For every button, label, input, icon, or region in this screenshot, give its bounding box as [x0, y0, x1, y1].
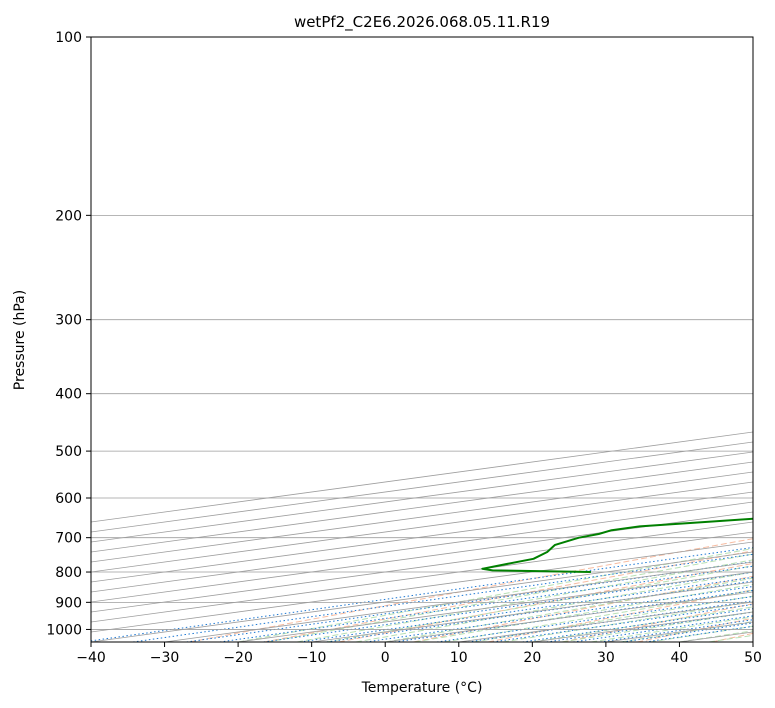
isotherm-line	[91, 531, 753, 623]
x-tick-label: 50	[744, 650, 762, 666]
x-tick-label: 40	[671, 650, 689, 666]
x-tick-label: −30	[150, 650, 180, 666]
moist-adiabat	[679, 630, 753, 642]
isotherm-line	[679, 631, 753, 642]
isotherm-line	[91, 461, 753, 553]
x-tick-label: −10	[297, 650, 327, 666]
isotherm-line	[91, 441, 753, 533]
y-tick-label: 800	[55, 565, 82, 581]
isotherm-line	[91, 521, 753, 613]
x-axis-ticks: −40 −30 −20 −10 0 10 20 30 40 50	[76, 642, 762, 666]
mixing-ratio-line	[492, 603, 753, 642]
y-tick-label: 900	[55, 595, 82, 611]
x-tick-label: 20	[523, 650, 541, 666]
dewpoint-profile-line	[481, 517, 753, 573]
dry-adiabat	[189, 538, 753, 642]
isotherm-line	[91, 551, 753, 642]
isotherm-line	[311, 581, 753, 642]
y-tick-label: 100	[55, 30, 82, 46]
isotherm-line	[91, 481, 753, 573]
moist-adiabat	[326, 565, 753, 642]
dry-adiabat	[711, 632, 753, 642]
y-tick-label: 500	[55, 444, 82, 460]
dry-adiabat	[562, 603, 753, 642]
moist-adiabat	[355, 571, 753, 642]
chart-title: wetPf2_C2E6.2026.068.05.11.R19	[294, 13, 550, 32]
y-tick-label: 700	[55, 531, 82, 547]
dry-adiabat	[637, 617, 753, 642]
y-tick-label: 1000	[46, 622, 82, 638]
moist-adiabat	[649, 625, 753, 642]
isotherm-line	[91, 501, 753, 593]
x-tick-label: 10	[450, 650, 468, 666]
isotherm-line	[91, 451, 753, 543]
isotherm-line	[752, 641, 753, 642]
plot-background-lines	[91, 538, 753, 642]
y-tick-label: 600	[55, 491, 82, 507]
y-tick-label: 400	[55, 387, 82, 403]
y-axis-ticks: 100 200 300 400 500 600 700 800 900 1000	[46, 30, 91, 638]
isotherm-line	[91, 491, 753, 583]
y-tick-label: 300	[55, 313, 82, 329]
y-axis-label: Pressure (hPa)	[12, 290, 28, 390]
isotherm-line	[458, 601, 753, 642]
moist-adiabat	[502, 601, 753, 642]
x-tick-label: −20	[223, 650, 253, 666]
grid	[91, 37, 753, 642]
series-group	[481, 517, 753, 573]
mixing-ratio-line	[91, 546, 753, 642]
mixing-ratio-line	[436, 596, 753, 642]
x-tick-label: −40	[76, 650, 106, 666]
mixing-ratio-line	[186, 561, 753, 642]
y-tick-label: 200	[55, 208, 82, 224]
dry-adiabat	[413, 575, 753, 642]
plot-frame	[90, 36, 754, 643]
dry-adiabat	[264, 550, 753, 642]
isotherm-line	[605, 621, 753, 642]
moist-adiabat	[444, 589, 753, 642]
dry-adiabat	[338, 562, 753, 642]
moist-adiabat	[532, 606, 753, 642]
isotherm-line	[91, 511, 753, 603]
x-tick-label: 0	[381, 650, 390, 666]
x-axis-label: Temperature (°C)	[361, 680, 483, 696]
isotherm-line	[91, 541, 753, 633]
isotherm-line	[385, 591, 753, 642]
moist-adiabat	[561, 611, 753, 642]
isotherm-line	[91, 471, 753, 563]
isotherm-line	[91, 431, 753, 523]
moist-adiabat	[296, 559, 753, 642]
moist-adiabat	[708, 634, 753, 642]
dry-adiabat	[487, 589, 753, 642]
x-tick-label: 30	[597, 650, 615, 666]
